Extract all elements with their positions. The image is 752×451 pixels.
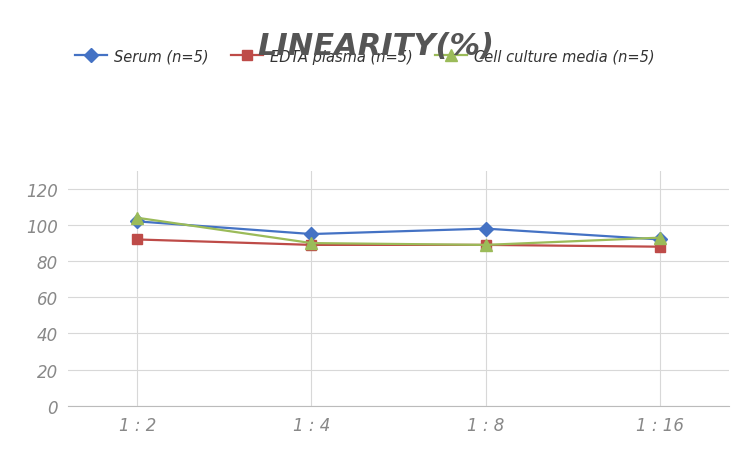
Serum (n=5) <box>307 232 316 237</box>
EDTA plasma (n=5) <box>655 244 664 250</box>
Line: Serum (n=5): Serum (n=5) <box>132 217 665 245</box>
Serum (n=5) <box>655 237 664 243</box>
EDTA plasma (n=5) <box>307 243 316 248</box>
Cell culture media (n=5) <box>481 243 490 248</box>
Cell culture media (n=5) <box>133 216 142 221</box>
EDTA plasma (n=5) <box>481 243 490 248</box>
Line: Cell culture media (n=5): Cell culture media (n=5) <box>132 213 666 251</box>
Legend: Serum (n=5), EDTA plasma (n=5), Cell culture media (n=5): Serum (n=5), EDTA plasma (n=5), Cell cul… <box>75 50 655 64</box>
Line: EDTA plasma (n=5): EDTA plasma (n=5) <box>132 235 665 252</box>
Cell culture media (n=5) <box>307 241 316 246</box>
Cell culture media (n=5) <box>655 235 664 241</box>
Text: LINEARITY(%): LINEARITY(%) <box>257 32 495 60</box>
Serum (n=5) <box>481 226 490 232</box>
Serum (n=5) <box>133 219 142 225</box>
EDTA plasma (n=5) <box>133 237 142 243</box>
